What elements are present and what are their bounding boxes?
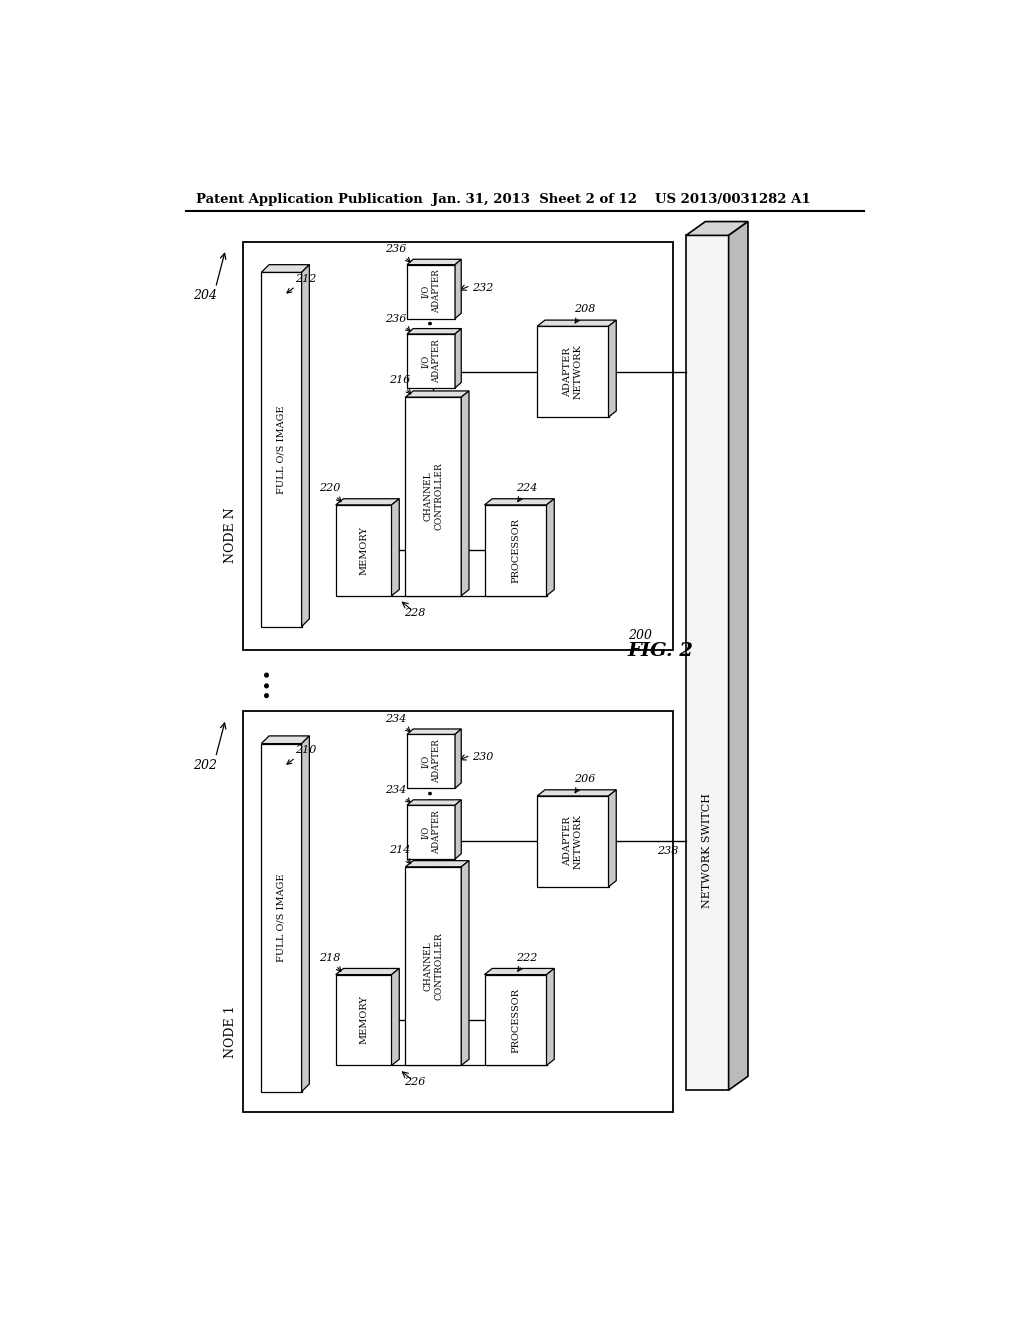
Polygon shape bbox=[302, 737, 309, 1092]
Text: I/O
ADAPTER: I/O ADAPTER bbox=[421, 739, 440, 783]
Polygon shape bbox=[547, 499, 554, 595]
Polygon shape bbox=[455, 259, 461, 318]
Polygon shape bbox=[407, 264, 455, 318]
Text: 234: 234 bbox=[385, 714, 411, 731]
Text: Patent Application Publication: Patent Application Publication bbox=[197, 194, 423, 206]
Text: I/O
ADAPTER: I/O ADAPTER bbox=[421, 269, 440, 313]
Polygon shape bbox=[336, 506, 391, 595]
Text: ADAPTER
NETWORK: ADAPTER NETWORK bbox=[563, 814, 583, 869]
Text: 236: 236 bbox=[385, 244, 411, 261]
Text: FULL O/S IMAGE: FULL O/S IMAGE bbox=[276, 874, 286, 962]
Polygon shape bbox=[538, 321, 616, 326]
Polygon shape bbox=[406, 391, 469, 397]
Polygon shape bbox=[336, 974, 391, 1065]
Text: NETWORK SWITCH: NETWORK SWITCH bbox=[702, 793, 713, 908]
Text: Jan. 31, 2013  Sheet 2 of 12: Jan. 31, 2013 Sheet 2 of 12 bbox=[432, 194, 637, 206]
Text: 216: 216 bbox=[388, 375, 411, 393]
Text: 208: 208 bbox=[573, 305, 595, 323]
Polygon shape bbox=[261, 272, 302, 627]
Polygon shape bbox=[547, 969, 554, 1065]
Polygon shape bbox=[336, 499, 399, 506]
Polygon shape bbox=[407, 729, 461, 734]
Text: PROCESSOR: PROCESSOR bbox=[511, 517, 520, 583]
Text: MEMORY: MEMORY bbox=[359, 525, 368, 574]
Text: ADAPTER
NETWORK: ADAPTER NETWORK bbox=[563, 345, 583, 399]
Text: PROCESSOR: PROCESSOR bbox=[511, 987, 520, 1052]
Text: 232: 232 bbox=[472, 282, 494, 293]
Polygon shape bbox=[391, 499, 399, 595]
Polygon shape bbox=[391, 969, 399, 1065]
Polygon shape bbox=[406, 867, 461, 1065]
Polygon shape bbox=[261, 743, 302, 1092]
Polygon shape bbox=[538, 326, 608, 417]
Text: I/O
ADAPTER: I/O ADAPTER bbox=[421, 810, 440, 854]
Polygon shape bbox=[484, 506, 547, 595]
Text: 228: 228 bbox=[404, 607, 425, 618]
Text: 222: 222 bbox=[516, 953, 538, 972]
Text: FULL O/S IMAGE: FULL O/S IMAGE bbox=[276, 405, 286, 494]
Polygon shape bbox=[407, 805, 455, 859]
Text: 218: 218 bbox=[318, 953, 341, 972]
Polygon shape bbox=[608, 321, 616, 417]
Text: 230: 230 bbox=[472, 752, 494, 763]
Text: 226: 226 bbox=[404, 1077, 425, 1088]
Polygon shape bbox=[686, 235, 729, 1090]
Text: NODE 1: NODE 1 bbox=[223, 1006, 237, 1057]
Polygon shape bbox=[261, 737, 309, 743]
Polygon shape bbox=[461, 861, 469, 1065]
Text: US 2013/0031282 A1: US 2013/0031282 A1 bbox=[655, 194, 811, 206]
Polygon shape bbox=[455, 729, 461, 788]
Polygon shape bbox=[407, 334, 455, 388]
Polygon shape bbox=[406, 397, 461, 595]
Text: CHANNEL
CONTROLLER: CHANNEL CONTROLLER bbox=[424, 462, 443, 531]
Polygon shape bbox=[243, 711, 673, 1111]
Polygon shape bbox=[261, 264, 309, 272]
Polygon shape bbox=[243, 242, 673, 649]
Polygon shape bbox=[484, 499, 554, 506]
Text: 214: 214 bbox=[388, 845, 411, 863]
Text: 234: 234 bbox=[385, 785, 411, 803]
Polygon shape bbox=[407, 259, 461, 264]
Polygon shape bbox=[686, 222, 748, 235]
Polygon shape bbox=[336, 969, 399, 974]
Polygon shape bbox=[406, 861, 469, 867]
Polygon shape bbox=[407, 734, 455, 788]
Text: MEMORY: MEMORY bbox=[359, 995, 368, 1044]
Polygon shape bbox=[484, 969, 554, 974]
Polygon shape bbox=[484, 974, 547, 1065]
Polygon shape bbox=[407, 800, 461, 805]
Text: 200: 200 bbox=[628, 630, 652, 643]
Text: NODE N: NODE N bbox=[223, 508, 237, 564]
Text: 206: 206 bbox=[573, 774, 595, 792]
Polygon shape bbox=[302, 264, 309, 627]
Text: •••: ••• bbox=[425, 787, 437, 809]
Polygon shape bbox=[407, 329, 461, 334]
Text: I/O
ADAPTER: I/O ADAPTER bbox=[421, 339, 440, 383]
Text: 236: 236 bbox=[385, 314, 411, 331]
Text: 212: 212 bbox=[287, 273, 316, 293]
Text: 224: 224 bbox=[516, 483, 538, 502]
Text: 204: 204 bbox=[194, 289, 217, 302]
Text: 220: 220 bbox=[318, 483, 341, 502]
Text: •••: ••• bbox=[425, 317, 437, 339]
Text: •••: ••• bbox=[258, 665, 276, 698]
Text: 210: 210 bbox=[287, 744, 316, 764]
Text: 202: 202 bbox=[194, 759, 217, 772]
Polygon shape bbox=[538, 789, 616, 796]
Polygon shape bbox=[608, 789, 616, 887]
Polygon shape bbox=[538, 796, 608, 887]
Text: 238: 238 bbox=[656, 846, 678, 855]
Polygon shape bbox=[455, 800, 461, 859]
Polygon shape bbox=[729, 222, 748, 1090]
Polygon shape bbox=[461, 391, 469, 595]
Polygon shape bbox=[455, 329, 461, 388]
Text: CHANNEL
CONTROLLER: CHANNEL CONTROLLER bbox=[424, 932, 443, 1001]
Text: FIG. 2: FIG. 2 bbox=[628, 643, 694, 660]
